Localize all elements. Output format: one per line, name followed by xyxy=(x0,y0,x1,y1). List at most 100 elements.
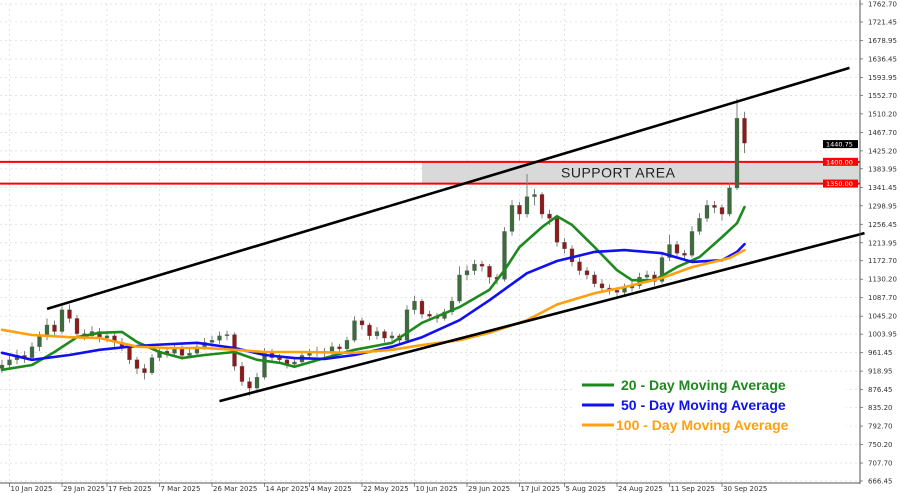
candle-body-bearish xyxy=(712,205,717,208)
y-tick-label: 961.45 xyxy=(868,349,893,357)
candle xyxy=(727,182,732,217)
x-tick-label: 10 Jun 2025 xyxy=(416,485,458,493)
candle xyxy=(149,354,155,376)
y-tick-label: 1593.95 xyxy=(868,74,897,82)
y-tick-label: 1510.20 xyxy=(868,110,897,118)
candle-body-bullish xyxy=(667,244,672,258)
candle xyxy=(697,213,702,235)
candle xyxy=(74,314,80,339)
candle-body-bullish xyxy=(44,324,50,337)
candle-body-bearish xyxy=(479,263,485,267)
price-labels: 1440.75 1400.00 1350.00 xyxy=(823,140,858,188)
moving-average-line xyxy=(0,205,746,372)
legend-label: 100 - Day Moving Average xyxy=(616,417,789,433)
candle-body-bullish xyxy=(209,340,215,343)
candle xyxy=(52,320,57,336)
candle xyxy=(734,98,740,191)
candle xyxy=(479,261,485,272)
candle xyxy=(742,111,747,154)
candle-body-bullish xyxy=(659,257,665,282)
candle xyxy=(487,264,492,284)
candle xyxy=(239,361,245,386)
x-tick-label: 10 Jan 2025 xyxy=(11,485,53,493)
candle-body-bearish xyxy=(359,320,365,326)
x-tick-label: 29 Jun 2025 xyxy=(468,485,510,493)
candle-body-bearish xyxy=(592,274,597,284)
candle xyxy=(134,356,140,375)
candle xyxy=(352,316,357,343)
x-tick-label: 30 Sep 2025 xyxy=(723,485,767,493)
candle xyxy=(112,332,117,347)
candle xyxy=(457,266,462,304)
candle xyxy=(59,306,65,334)
y-tick-label: 1678.95 xyxy=(868,37,897,45)
price-label-box xyxy=(823,179,858,188)
y-tick-label: 1721.45 xyxy=(868,18,897,26)
candle-body-bearish xyxy=(682,253,687,256)
y-tick-label: 1467.70 xyxy=(868,129,897,137)
candle-body-bullish xyxy=(224,334,230,337)
x-tick-label: 29 Jan 2025 xyxy=(63,485,105,493)
candle-body-bullish xyxy=(457,274,462,302)
candle-body-bullish xyxy=(172,348,177,354)
candle xyxy=(577,257,582,275)
support-band xyxy=(422,161,860,184)
legend-background xyxy=(574,372,846,434)
candle-body-bullish xyxy=(217,335,222,341)
candle xyxy=(89,326,95,339)
candle-body-bullish xyxy=(689,231,695,256)
y-tick-label: 1383.95 xyxy=(868,165,897,173)
candle-body-bearish xyxy=(142,368,147,374)
candle xyxy=(509,200,515,236)
candle-body-bearish xyxy=(562,242,567,249)
candle-body-bullish xyxy=(734,118,740,189)
candle xyxy=(689,226,695,258)
y-tick-label: 1213.95 xyxy=(868,239,897,247)
candle xyxy=(464,265,470,281)
candle-body-bullish xyxy=(532,194,537,197)
candle-body-bullish xyxy=(254,377,260,389)
trendline xyxy=(46,66,850,311)
candle-body-bearish xyxy=(569,248,575,263)
y-tick-label: 1087.70 xyxy=(868,294,897,302)
candle xyxy=(359,317,365,330)
candle xyxy=(29,342,35,360)
candle-body-bullish xyxy=(344,340,350,350)
candle xyxy=(344,336,350,352)
candle-body-bullish xyxy=(389,335,395,339)
candle-body-bearish xyxy=(127,346,132,360)
y-tick-label: 707.70 xyxy=(868,460,893,468)
y-tick-label: 918.95 xyxy=(868,368,893,376)
candle-body-bullish xyxy=(404,309,410,341)
candle xyxy=(532,188,537,206)
candle-body-bearish xyxy=(337,346,342,350)
trendlines xyxy=(46,66,865,403)
y-tick-label: 835.20 xyxy=(868,404,893,412)
candle xyxy=(374,327,380,340)
candle-body-bearish xyxy=(179,348,185,356)
candle xyxy=(389,331,395,342)
candle-body-bullish xyxy=(509,205,515,232)
y-tick-label: 666.45 xyxy=(868,478,893,486)
candle-body-bearish xyxy=(674,244,680,254)
y-tick-label: 1552.70 xyxy=(868,92,897,100)
candle-body-bullish xyxy=(464,270,470,276)
candle-body-bearish xyxy=(134,359,140,369)
candle-body-bearish xyxy=(554,218,560,243)
candle-body-bullish xyxy=(524,196,530,215)
y-tick-label: 1172.70 xyxy=(868,257,897,265)
y-tick-label: 1425.20 xyxy=(868,147,897,155)
candle-body-bullish xyxy=(7,359,12,366)
x-tick-label: 22 May 2025 xyxy=(363,485,409,493)
candle-body-bullish xyxy=(29,346,35,358)
price-label-box xyxy=(823,157,858,166)
candle xyxy=(472,259,477,275)
candle-body-bullish xyxy=(449,300,455,313)
candle xyxy=(524,174,530,218)
candle xyxy=(517,201,522,221)
candle-body-bearish xyxy=(614,290,620,293)
legend-label: 20 - Day Moving Average xyxy=(621,377,786,393)
candle-body-bearish xyxy=(367,324,372,337)
moving-average-line xyxy=(0,248,746,355)
